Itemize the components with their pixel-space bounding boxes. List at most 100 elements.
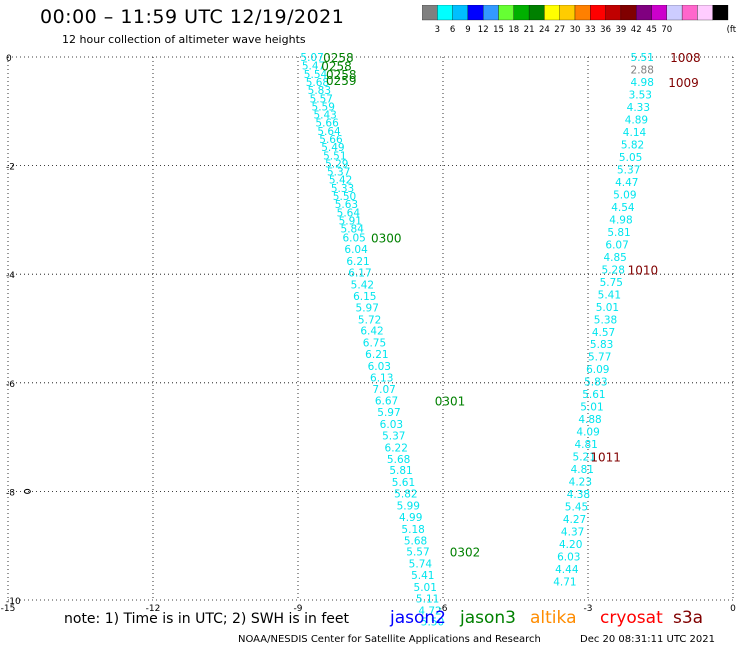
wave-height-value: 3.53	[629, 89, 652, 101]
wave-height-value: 4.88	[578, 414, 601, 426]
color-scale-tick: 6	[450, 25, 455, 35]
wave-height-value: 5.11	[416, 593, 439, 605]
pass-time-label: 1008	[670, 51, 701, 65]
color-scale-tick: 18	[508, 25, 519, 35]
wave-height-value: 6.67	[375, 396, 398, 408]
wave-height-value: 4.57	[592, 327, 615, 339]
y-tick-label: -4	[6, 271, 15, 281]
wave-height-value: 5.57	[310, 93, 333, 105]
y-tick-label: -6	[6, 380, 15, 390]
wave-height-value: 4.27	[563, 514, 586, 526]
x-tick-label: 0	[730, 604, 736, 614]
color-swatch	[712, 5, 729, 21]
wave-height-value: 5.51	[323, 150, 346, 162]
pass-time-label: 0258	[326, 68, 357, 82]
pass-time-label: 1009	[668, 76, 699, 90]
wave-height-value: 4.47	[615, 177, 638, 189]
y-tick-label: 0	[6, 54, 12, 64]
wave-height-value: 5.37	[382, 430, 405, 442]
wave-height-value: 5.43	[313, 110, 336, 122]
wave-height-value: 4.98	[609, 214, 632, 226]
wave-height-value: 5.38	[594, 314, 617, 326]
wave-height-value: 5.84	[341, 224, 365, 236]
wave-height-value: 5.82	[394, 489, 417, 501]
wave-height-value: 5.33	[331, 183, 354, 195]
wave-height-value: 5.07	[300, 52, 323, 64]
wave-height-value: 5.41	[411, 570, 434, 582]
x-tick-label: -3	[584, 604, 593, 614]
wave-height-value: 5.77	[588, 352, 611, 364]
wave-height-value: 5.51	[631, 52, 654, 64]
wave-height-value: 4.37	[561, 527, 584, 539]
x-tick-label: -15	[1, 604, 16, 614]
wave-height-value: 6.21	[346, 256, 369, 268]
wave-height-value: 6.75	[363, 338, 386, 350]
wave-height-value: 5.50	[421, 617, 444, 629]
wave-height-value: 6.07	[605, 239, 628, 251]
wave-height-value: 5.64	[317, 126, 341, 138]
wave-height-value: 5.68	[404, 535, 427, 547]
wave-height-value: 5.66	[315, 118, 339, 130]
color-scale-tick: 30	[570, 25, 581, 35]
wave-height-value: 4.54	[611, 202, 635, 214]
wave-height-value: 6.22	[385, 442, 408, 454]
wave-height-value: 5.64	[337, 207, 361, 219]
wave-height-value: 5.81	[389, 465, 412, 477]
wave-height-value: 6.03	[557, 552, 580, 564]
credit-text: NOAA/NESDIS Center for Satellite Applica…	[238, 634, 541, 645]
wave-height-value: 5.75	[600, 277, 623, 289]
wave-height-value: 6.03	[380, 419, 403, 431]
wave-height-value: 5.41	[598, 289, 621, 301]
wave-height-value: 5.01	[580, 402, 603, 414]
wave-height-value: 6.42	[360, 326, 383, 338]
color-scale-tick: 27	[554, 25, 565, 35]
wave-height-value: 2.88	[631, 64, 654, 76]
wave-height-value: 5.37	[617, 164, 640, 176]
color-scale-tick: 42	[631, 25, 642, 35]
wave-height-value: 4.98	[631, 77, 654, 89]
location-marker-icon	[23, 488, 31, 494]
wave-height-value: 5.61	[392, 477, 415, 489]
generated-timestamp: Dec 20 08:31:11 UTC 2021	[580, 634, 715, 645]
wave-height-value: 4.14	[623, 127, 647, 139]
color-scale-unit: (ft)	[727, 25, 737, 35]
color-scale-tick: 9	[465, 25, 470, 35]
altimeter-tracks: 5.075.475.545.685.835.575.595.435.665.64…	[300, 52, 654, 629]
legend-jason2: jason2	[390, 608, 446, 628]
map-grid	[7, 56, 734, 601]
color-scale-tick: 3	[435, 25, 440, 35]
pass-time-label: 0258	[321, 60, 352, 74]
color-scale-tick: 24	[539, 25, 550, 35]
y-tick-label: -2	[6, 163, 15, 173]
wave-height-value: 5.49	[321, 142, 344, 154]
wave-height-value: 5.28	[602, 264, 625, 276]
color-scale-tick: 45	[646, 25, 657, 35]
color-scale-tick: 36	[600, 25, 611, 35]
wave-height-value: 5.21	[573, 452, 596, 464]
color-scale-tick: 70	[661, 25, 672, 35]
pass-time-label: 0301	[435, 395, 466, 409]
wave-height-value: 4.85	[603, 252, 626, 264]
wave-height-value: 4.71	[553, 577, 576, 589]
wave-height-value: 5.54	[304, 69, 328, 81]
wave-height-value: 4.09	[576, 427, 599, 439]
y-tick-label: -10	[6, 597, 21, 607]
wave-height-value: 5.57	[406, 547, 429, 559]
y-tick-label: -8	[6, 488, 15, 498]
wave-height-value: 4.99	[399, 512, 422, 524]
wave-height-value: 5.42	[351, 280, 374, 292]
wave-height-value: 5.68	[306, 77, 329, 89]
wave-height-value: 6.13	[370, 372, 393, 384]
wave-height-value: 4.33	[627, 102, 650, 114]
wave-height-value: 6.09	[586, 364, 609, 376]
pass-time-label: 0259	[326, 74, 357, 88]
color-scale-tick: 12	[478, 25, 489, 35]
pass-time-label: 1010	[628, 263, 659, 277]
pass-time-label: 1011	[590, 451, 621, 465]
color-scale-tick: 15	[493, 25, 504, 35]
wave-height-value: 5.97	[356, 302, 379, 314]
wave-height-value: 5.09	[613, 189, 636, 201]
